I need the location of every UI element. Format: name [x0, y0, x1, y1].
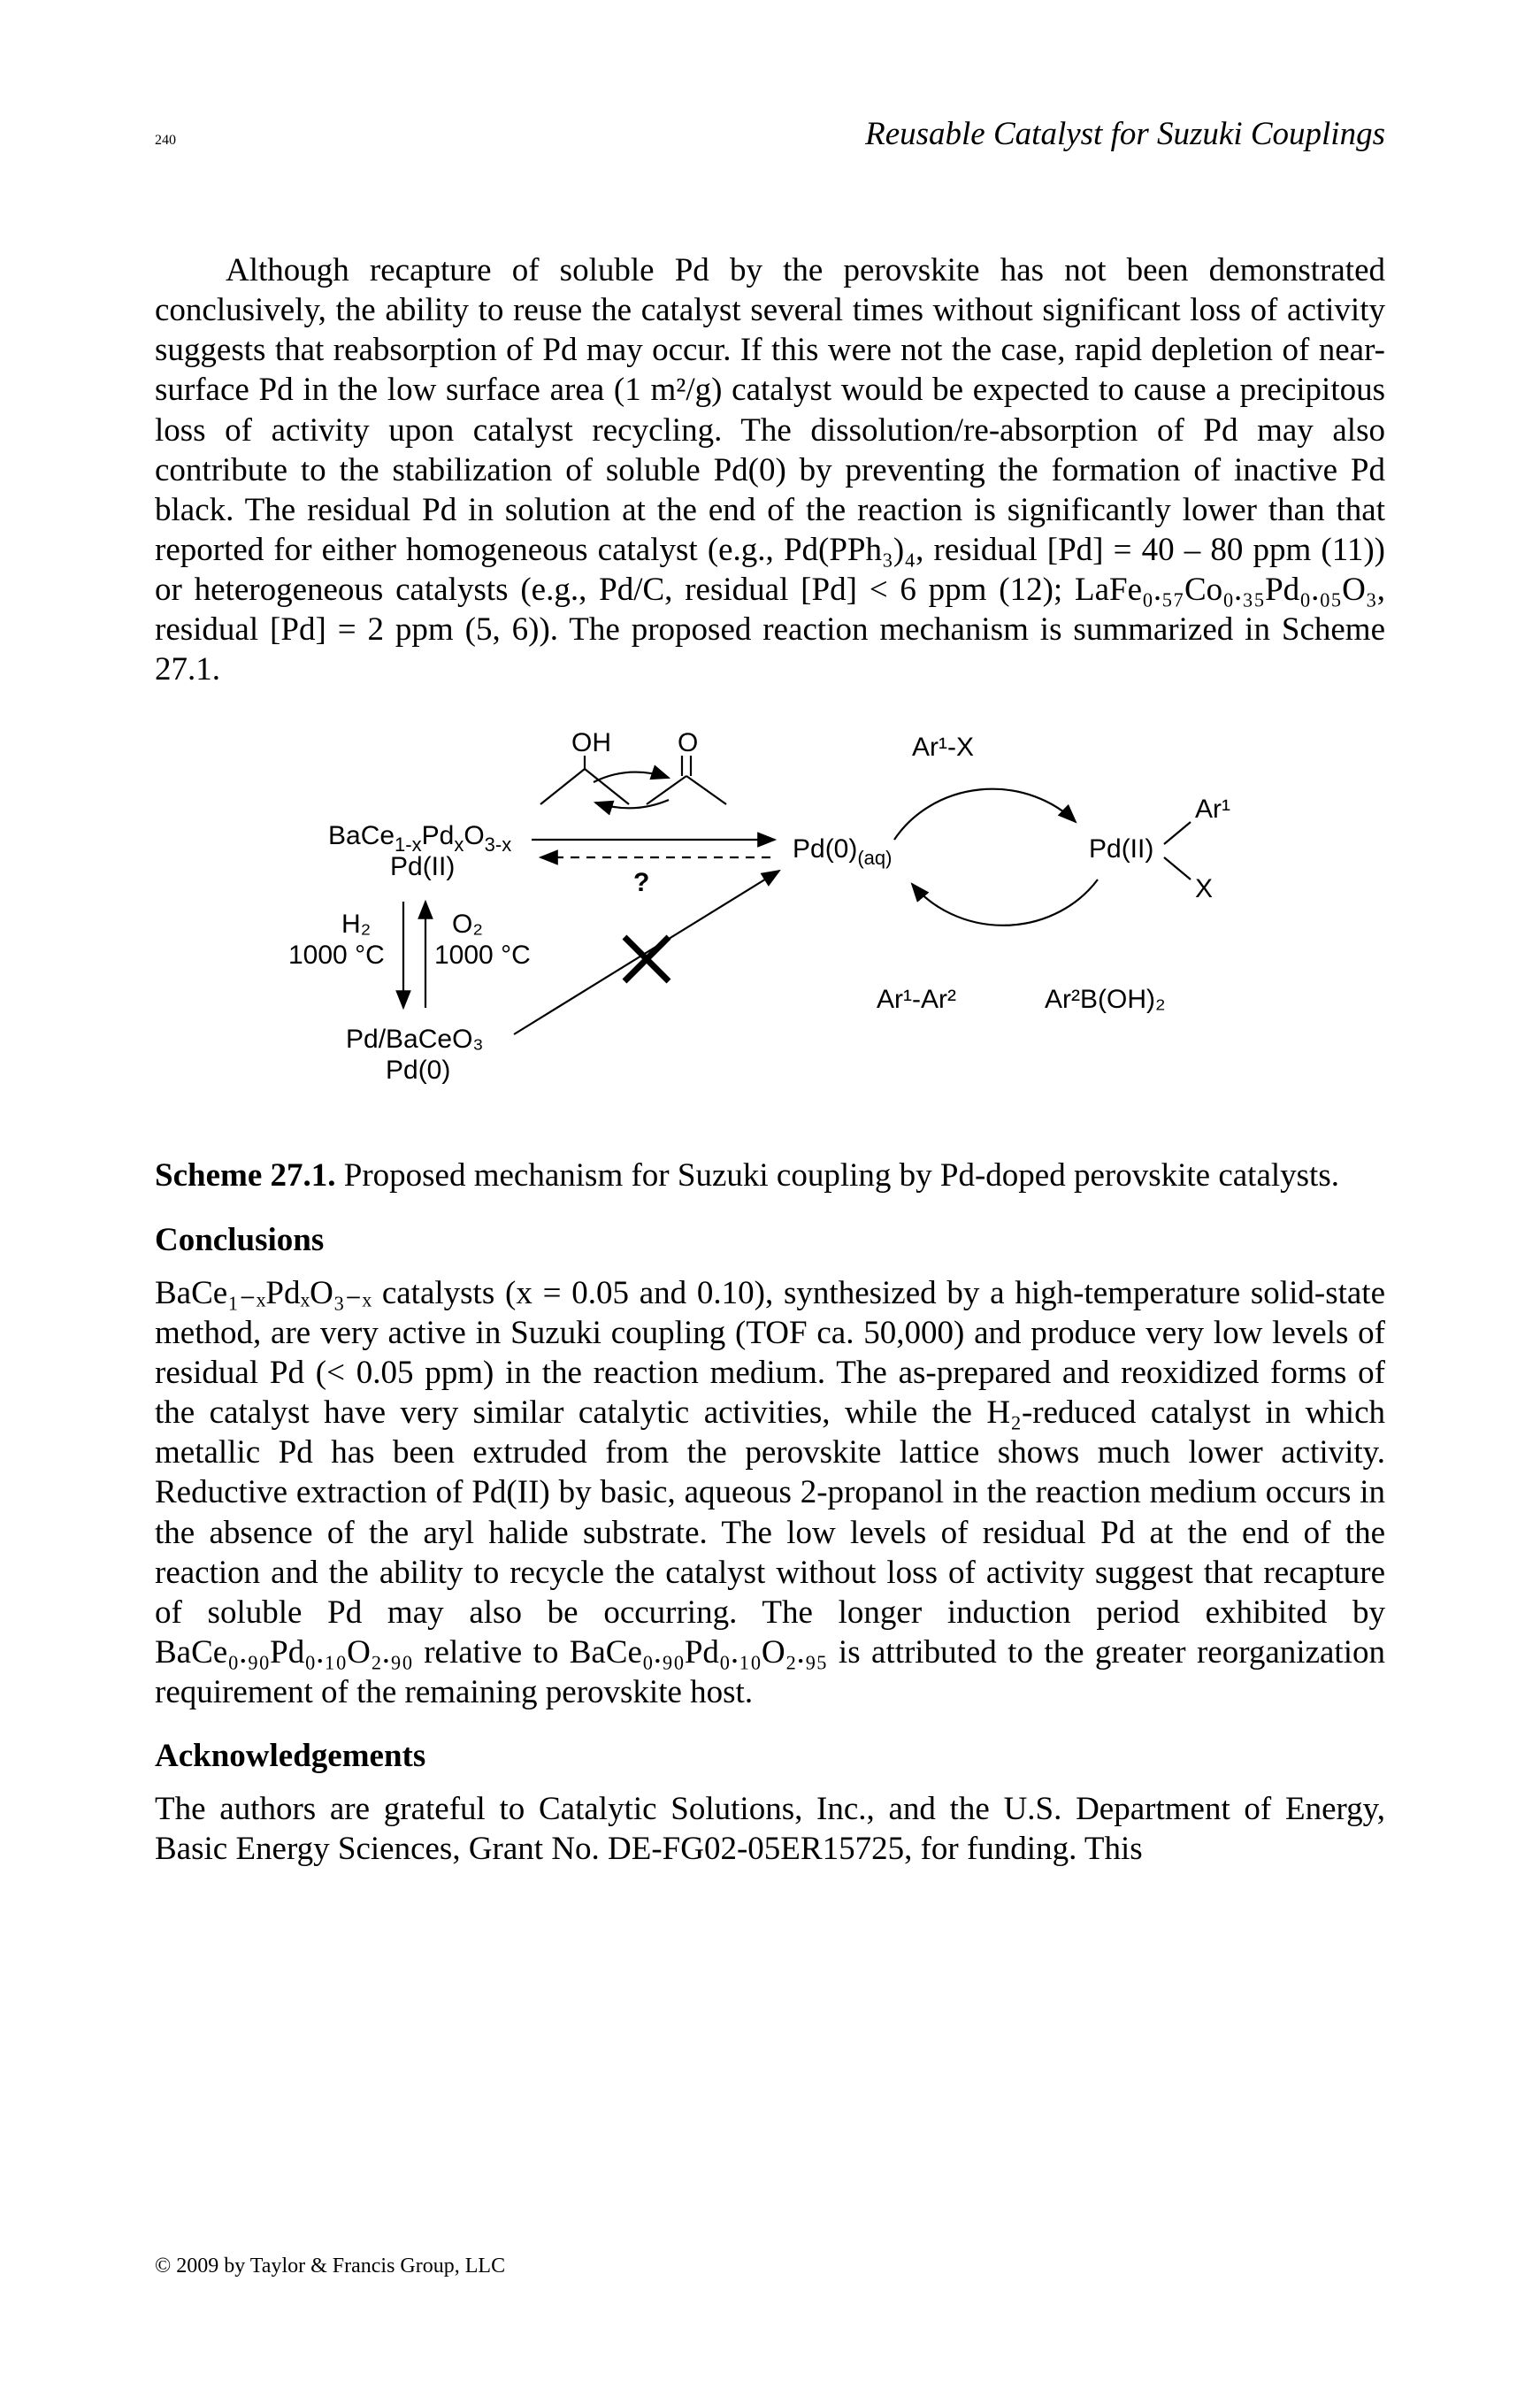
acknowledgements-heading: Acknowledgements	[155, 1737, 1385, 1775]
scheme-caption-lead: Scheme 27.1.	[155, 1157, 336, 1194]
ar1ar2-label: Ar¹-Ar²	[877, 985, 956, 1014]
x-label: X	[1195, 874, 1213, 903]
h2-label: H₂	[341, 910, 371, 939]
page: 240 Reusable Catalyst for Suzuki Couplin…	[0, 0, 1540, 2389]
paragraph-1: Although recapture of soluble Pd by the …	[155, 250, 1385, 689]
ar1-label: Ar¹	[1195, 795, 1230, 824]
copyright-line: © 2009 by Taylor & Francis Group, LLC	[155, 2255, 505, 2278]
o2-label: O₂	[452, 910, 483, 939]
perovskite-formula: BaCe1-xPdxO3-x	[328, 821, 511, 856]
temp1-label: 1000 °C	[288, 941, 385, 970]
page-header: 240 Reusable Catalyst for Suzuki Couplin…	[155, 115, 1385, 153]
question-mark: ?	[633, 868, 649, 897]
running-title: Reusable Catalyst for Suzuki Couplings	[865, 115, 1385, 153]
conclusions-heading: Conclusions	[155, 1221, 1385, 1259]
temp2-label: 1000 °C	[434, 941, 531, 970]
oh-label: OH	[571, 728, 611, 757]
pd-ii-left: Pd(II)	[390, 852, 455, 881]
scheme-caption: Scheme 27.1. Proposed mechanism for Suzu…	[155, 1156, 1385, 1195]
ar2boh2-label: Ar²B(OH)₂	[1045, 985, 1166, 1014]
pd-baceo3: Pd/BaCeO₃	[346, 1025, 484, 1054]
scheme-figure: OH O BaCe1-xPdxO3-x Pd(II) ?	[155, 716, 1385, 1141]
page-number: 240	[155, 133, 176, 149]
pd-ii-right: Pd(II)	[1089, 834, 1153, 864]
pd0-aq: Pd(0)(aq)	[793, 834, 892, 869]
o-label: O	[678, 728, 698, 757]
acknowledgements-paragraph: The authors are grateful to Catalytic So…	[155, 1789, 1385, 1869]
ar1x-label: Ar¹-X	[912, 733, 974, 762]
scheme-svg: OH O BaCe1-xPdxO3-x Pd(II) ?	[275, 716, 1266, 1141]
scheme-caption-body: Proposed mechanism for Suzuki coupling b…	[336, 1157, 1339, 1194]
conclusions-paragraph: BaCe₁₋ₓPdₓO₃₋ₓ catalysts (x = 0.05 and 0…	[155, 1273, 1385, 1712]
pd0-bottom: Pd(0)	[386, 1056, 450, 1085]
